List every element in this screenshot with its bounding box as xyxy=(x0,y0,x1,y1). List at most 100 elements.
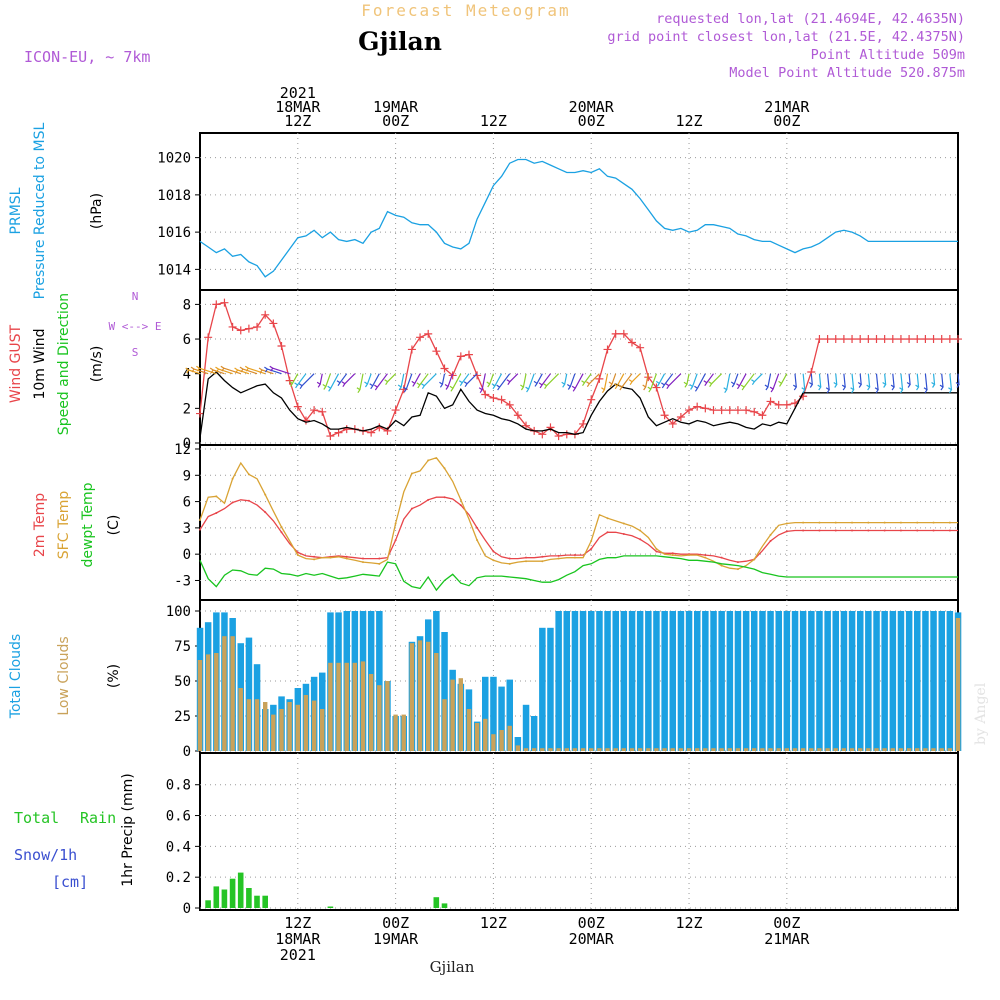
wind-arrow xyxy=(618,373,633,391)
total_clouds-bar xyxy=(498,686,505,751)
gust-point xyxy=(579,419,588,428)
gust-point xyxy=(473,371,482,380)
wind-arrow xyxy=(683,373,690,388)
total_clouds-bar xyxy=(490,676,497,751)
gust-point xyxy=(685,406,694,415)
total_clouds-bar xyxy=(865,611,872,751)
total_clouds-bar xyxy=(563,611,570,751)
temp-ytick-label: 12 xyxy=(174,442,191,458)
low_clouds-bar xyxy=(866,748,871,751)
sfc-point xyxy=(215,495,218,498)
sfc-point xyxy=(899,521,902,524)
gust-point xyxy=(522,421,531,430)
low_clouds-bar xyxy=(523,748,529,751)
low_clouds-bar xyxy=(882,748,887,751)
low_clouds-bar xyxy=(890,748,895,751)
low_clouds-bar xyxy=(662,748,667,751)
sfc-point xyxy=(280,526,283,529)
sfc-point xyxy=(671,554,674,557)
sfc-point xyxy=(802,521,805,524)
total_clouds-bar xyxy=(783,611,791,751)
model-altitude: Model Point Altitude 520.875m xyxy=(729,65,965,81)
clouds-ytick-label: 75 xyxy=(174,639,191,655)
sfc-point xyxy=(459,498,462,501)
wind-arrow xyxy=(239,366,258,375)
temp2m-point xyxy=(720,556,723,559)
gust-point xyxy=(481,390,490,399)
rain-bar xyxy=(221,889,228,908)
temp2m-point xyxy=(851,529,854,532)
total_clouds-bar xyxy=(530,716,538,751)
temp2m-point xyxy=(199,528,201,531)
point-altitude: Point Altitude 509m xyxy=(811,47,965,63)
gust-point xyxy=(676,413,685,422)
total_clouds-bar xyxy=(767,611,774,751)
top-time-label: 00Z xyxy=(773,112,800,130)
total_clouds-bar xyxy=(832,611,839,751)
low_clouds-bar xyxy=(572,748,578,751)
pressure-ytick-label: 1016 xyxy=(157,225,191,241)
low_clouds-bar xyxy=(646,748,651,751)
series-sfc xyxy=(199,457,958,570)
precip-ytick-label: 0.4 xyxy=(166,839,191,855)
sfc-point xyxy=(443,467,446,470)
temp2m-point xyxy=(296,551,299,554)
total_clouds-bar xyxy=(751,611,758,751)
sfc-point xyxy=(427,459,430,462)
total_clouds-bar xyxy=(571,611,579,751)
sfc-point xyxy=(769,533,772,536)
temp-ytick-label: 9 xyxy=(183,468,191,484)
gust-point xyxy=(823,335,832,344)
gust-point xyxy=(636,343,645,352)
model-name: ICON-EU, ~ 7km xyxy=(24,48,150,66)
temp2m-point xyxy=(541,555,544,558)
precip-rain-label: Rain xyxy=(80,809,116,827)
wind-arrow xyxy=(258,367,274,375)
temp2m-point xyxy=(622,533,625,536)
temp2m-point xyxy=(492,550,495,553)
total_clouds-bar xyxy=(612,611,619,751)
low_clouds-bar xyxy=(474,723,480,751)
low_clouds-bar xyxy=(613,748,618,751)
temp-ytick-label: -3 xyxy=(174,573,191,589)
gust-point xyxy=(196,409,204,418)
low_clouds-bar xyxy=(809,748,814,751)
wind-arrow xyxy=(215,366,233,375)
pressure-label: Pressure Reduced to MSL xyxy=(32,122,48,299)
wind-arrow xyxy=(234,367,250,375)
low_clouds-bar xyxy=(605,748,610,751)
total_clouds-bar xyxy=(636,611,644,751)
wind-arrow xyxy=(421,373,437,390)
low_clouds-bar xyxy=(442,699,447,751)
wind-arrow xyxy=(384,373,397,386)
temp-label: 2m Temp xyxy=(32,493,48,557)
total_clouds-bar xyxy=(938,611,945,751)
total_clouds-bar xyxy=(547,627,554,751)
low_clouds-bar xyxy=(360,661,366,751)
low_clouds-bar xyxy=(499,730,504,751)
wind-arrow xyxy=(736,373,747,390)
low_clouds-bar xyxy=(556,748,561,751)
sfc-point xyxy=(329,556,332,559)
gust-point xyxy=(815,335,824,344)
temp-ytick-label: 6 xyxy=(183,495,191,511)
wind-arrow xyxy=(364,373,372,388)
wind-ytick-label: 4 xyxy=(183,367,191,383)
gust-point xyxy=(228,322,237,331)
low_clouds-bar xyxy=(385,681,390,751)
temp2m-point xyxy=(313,555,316,558)
wind-arrow xyxy=(906,373,911,388)
low_clouds-bar xyxy=(703,748,708,751)
low_clouds-bar xyxy=(279,709,284,751)
wind-arrow xyxy=(740,373,755,391)
wind-arrow xyxy=(708,373,723,388)
bottom-time-label: 21MAR xyxy=(764,930,810,948)
sfc-point xyxy=(476,539,479,542)
gust-point xyxy=(562,430,571,439)
sfc-point xyxy=(622,522,625,525)
temp2m-point xyxy=(818,529,821,532)
low_clouds-bar xyxy=(858,748,863,751)
total_clouds-bar xyxy=(441,632,448,751)
wind-arrow xyxy=(336,373,348,387)
sfc-point xyxy=(199,518,201,521)
